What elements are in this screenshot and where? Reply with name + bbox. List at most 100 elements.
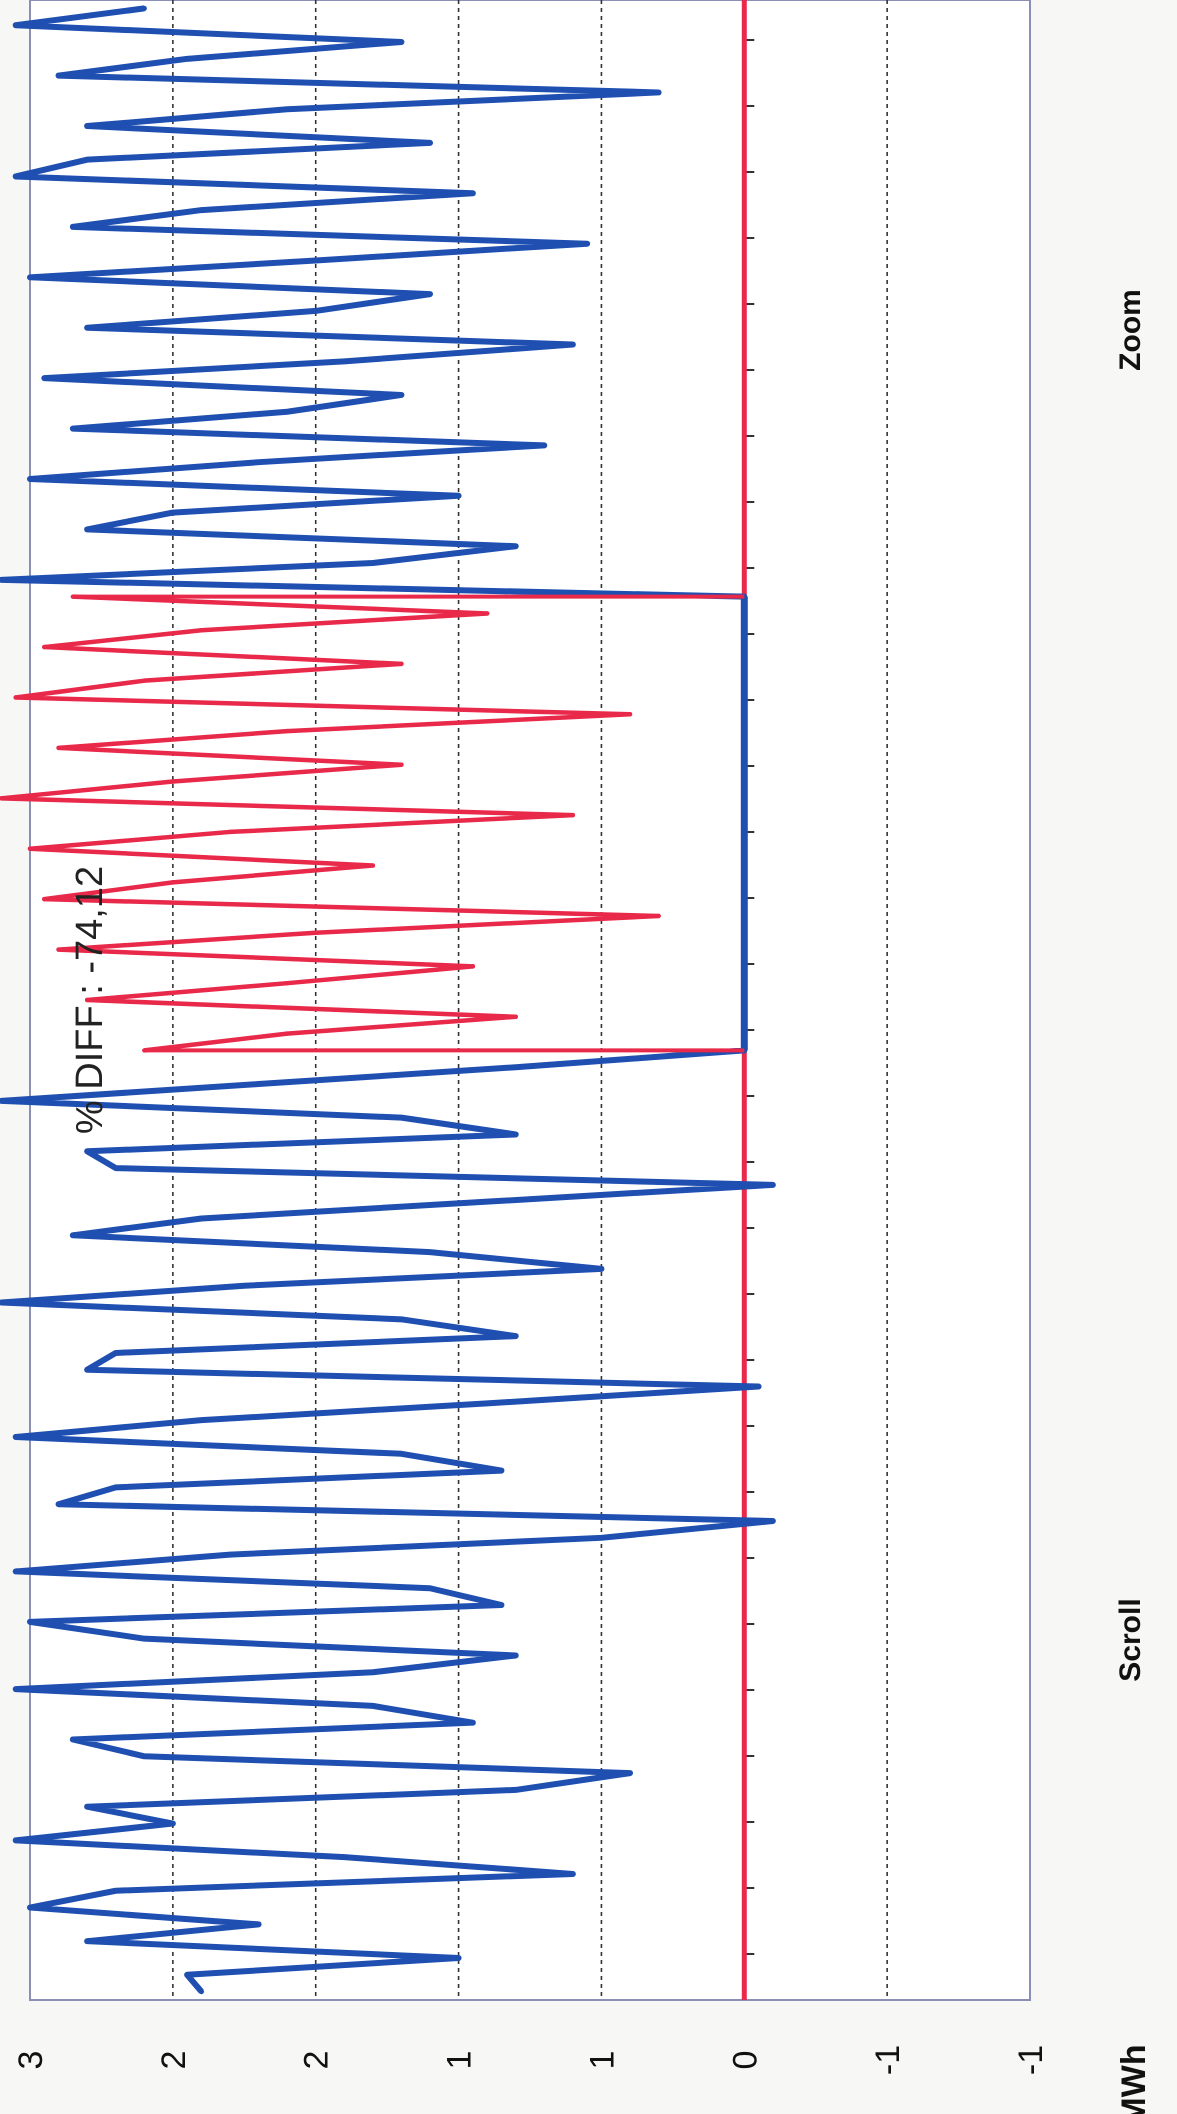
data-point	[170, 1820, 176, 1827]
data-point	[313, 257, 319, 264]
data-point	[255, 1081, 262, 1087]
data-point	[113, 1888, 119, 1894]
data-point	[741, 1014, 747, 1020]
data-point	[741, 627, 747, 633]
data-point	[184, 56, 190, 62]
data-point	[741, 644, 747, 650]
series-line-red	[0, 594, 661, 1053]
scroll-control[interactable]: Scroll	[1114, 1598, 1147, 1681]
data-point	[70, 1736, 76, 1743]
data-point	[741, 812, 747, 818]
data-point	[227, 1552, 233, 1558]
data-point	[513, 1333, 519, 1339]
data-point	[741, 879, 747, 885]
data-point	[427, 1249, 433, 1255]
data-point	[741, 745, 747, 751]
data-point	[198, 1417, 205, 1423]
data-point	[513, 1787, 519, 1793]
data-point	[741, 795, 747, 801]
data-point	[741, 963, 747, 969]
data-point	[470, 1720, 476, 1726]
data-point	[398, 1115, 405, 1121]
data-point	[13, 1434, 19, 1440]
data-point	[655, 89, 662, 96]
data-point	[27, 274, 33, 280]
data-point	[84, 1938, 90, 1944]
data-point	[27, 476, 33, 482]
data-point	[484, 611, 490, 616]
data-point	[313, 930, 318, 935]
data-point	[513, 1064, 519, 1070]
data-point	[84, 1367, 90, 1373]
data-point	[113, 1484, 119, 1490]
data-point	[427, 140, 433, 146]
data-point	[255, 1921, 262, 1927]
y-tick-labels: -1 -1 0 1 1 2 2 3	[12, 2045, 1050, 2075]
data-point	[741, 778, 747, 785]
y-tick-label: 1	[441, 2051, 479, 2070]
data-point	[56, 947, 61, 952]
data-point	[0, 1098, 5, 1104]
data-point	[570, 1871, 576, 1877]
data-point	[370, 863, 376, 868]
data-point	[541, 442, 547, 448]
data-point	[84, 526, 90, 533]
data-point	[0, 577, 5, 583]
data-point	[741, 610, 747, 617]
data-point	[227, 829, 233, 835]
data-point	[13, 1568, 19, 1575]
data-point	[741, 694, 747, 701]
data-point	[470, 964, 476, 969]
data-point	[741, 711, 747, 717]
data-point	[84, 997, 90, 1003]
data-point	[27, 846, 33, 851]
data-point	[741, 678, 747, 684]
data-point	[570, 341, 576, 348]
data-point	[198, 1215, 205, 1222]
data-point	[741, 930, 747, 936]
data-point	[70, 425, 76, 432]
series-group	[0, 0, 776, 2000]
data-point	[741, 862, 747, 869]
data-point	[455, 1955, 462, 1961]
data-point	[56, 745, 61, 751]
data-point	[170, 880, 176, 885]
zoom-control[interactable]: Zoom	[1114, 289, 1147, 371]
data-point	[498, 1602, 505, 1608]
data-point	[584, 241, 590, 247]
data-point	[484, 1400, 490, 1406]
data-point	[84, 325, 90, 331]
data-point	[198, 207, 205, 213]
data-point	[70, 1232, 76, 1238]
data-point	[255, 459, 262, 465]
data-point	[741, 946, 747, 953]
data-point	[284, 106, 290, 112]
data-point	[627, 712, 633, 717]
data-point	[284, 980, 290, 986]
data-point	[455, 493, 462, 499]
data-point	[427, 291, 433, 297]
chart-title: % DIFF : -74,12	[69, 866, 111, 1134]
data-point	[284, 728, 290, 734]
data-point	[399, 762, 404, 767]
data-point	[41, 375, 47, 381]
data-point	[198, 1988, 205, 1995]
data-point	[370, 1703, 376, 1709]
data-point	[170, 779, 176, 784]
y-axis-title: MWh	[1115, 2044, 1153, 2114]
data-point	[741, 829, 747, 835]
data-point	[113, 1165, 119, 1171]
data-point	[741, 896, 747, 902]
data-point	[770, 1182, 776, 1188]
data-point	[13, 1686, 19, 1692]
data-point	[13, 22, 19, 28]
data-point	[84, 157, 90, 163]
data-point	[470, 190, 476, 196]
data-point	[84, 1804, 90, 1810]
y-tick-label: 2	[298, 2051, 336, 2070]
data-point	[84, 1148, 90, 1154]
data-point	[370, 1669, 376, 1675]
data-point	[741, 1031, 747, 1037]
data-point	[741, 913, 747, 919]
